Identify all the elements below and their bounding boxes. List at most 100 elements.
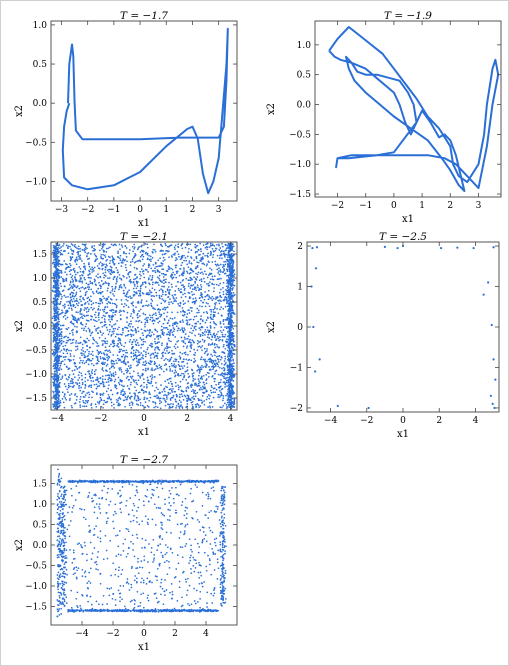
data-point (87, 391, 90, 394)
data-point (83, 340, 86, 343)
data-point (230, 359, 232, 362)
data-point (105, 401, 108, 404)
data-point (67, 391, 69, 393)
data-point (205, 382, 208, 385)
data-point (226, 291, 229, 294)
data-point (163, 390, 166, 393)
data-point (175, 400, 178, 403)
data-point (232, 292, 235, 294)
data-point (98, 281, 100, 284)
data-point (187, 341, 190, 344)
data-point (60, 337, 63, 340)
data-point (197, 261, 200, 264)
data-point (208, 366, 210, 368)
data-point (143, 381, 145, 384)
data-point (78, 401, 81, 403)
data-point (175, 404, 178, 407)
data-point (212, 250, 215, 252)
data-point (180, 288, 182, 291)
data-point (81, 248, 84, 251)
data-point (84, 268, 87, 271)
data-point (172, 327, 175, 329)
data-point (52, 391, 55, 394)
data-point (197, 339, 199, 342)
data-point (227, 395, 230, 397)
data-point (131, 326, 134, 328)
data-point (106, 306, 109, 308)
data-point (123, 305, 125, 308)
data-point (118, 348, 121, 351)
data-point (228, 404, 230, 406)
data-point (74, 306, 77, 309)
data-point (55, 259, 58, 261)
data-point (167, 391, 170, 394)
data-point (87, 359, 90, 361)
data-point (190, 310, 193, 312)
data-point (58, 320, 60, 323)
y-tick-label: −0.5 (289, 130, 311, 140)
data-point (69, 273, 72, 276)
data-point (52, 302, 55, 305)
data-point (188, 323, 191, 326)
data-point (107, 374, 110, 376)
data-point (159, 367, 161, 369)
data-point (211, 275, 214, 278)
data-point (180, 256, 183, 259)
data-point (187, 372, 189, 375)
data-point (54, 351, 56, 354)
data-point (79, 316, 82, 319)
data-point (113, 258, 116, 261)
data-point (163, 364, 166, 367)
data-point (220, 306, 223, 309)
data-point (171, 385, 174, 388)
data-point (76, 259, 79, 262)
data-point (79, 275, 81, 277)
data-point (213, 287, 215, 289)
data-point (171, 331, 174, 334)
data-point (219, 381, 222, 384)
data-point (186, 345, 189, 347)
data-point (73, 289, 75, 292)
data-point (220, 271, 222, 273)
data-point (88, 350, 90, 353)
data-point (210, 317, 213, 320)
data-point (135, 291, 138, 294)
data-point (71, 322, 73, 325)
data-point (174, 293, 177, 296)
data-point (61, 277, 64, 280)
data-point (219, 322, 222, 325)
data-point (85, 319, 88, 322)
data-point (226, 279, 228, 281)
x-tick-label: −1 (359, 201, 372, 211)
data-point (85, 359, 88, 362)
data-point (55, 319, 57, 322)
data-point (170, 403, 172, 405)
data-point (132, 346, 134, 348)
data-point (144, 369, 147, 372)
data-point (86, 348, 89, 351)
data-point (92, 302, 95, 304)
data-point (72, 298, 75, 300)
data-point (58, 390, 61, 393)
data-point (55, 400, 58, 403)
data-point (120, 277, 122, 280)
x-tick-label: 3 (216, 205, 222, 215)
data-point (156, 397, 158, 399)
data-point (135, 287, 138, 290)
data-point (126, 371, 128, 374)
data-point (179, 358, 182, 360)
data-point (54, 249, 56, 251)
data-point (64, 285, 66, 288)
data-point (154, 271, 157, 274)
data-point (106, 359, 109, 362)
data-point (150, 298, 153, 301)
data-point (142, 292, 145, 295)
data-point (117, 399, 119, 402)
data-point (56, 384, 59, 387)
data-point (55, 316, 58, 319)
data-point (74, 393, 77, 395)
data-point (231, 401, 233, 404)
data-point (83, 265, 86, 268)
data-point (69, 245, 71, 248)
data-point (115, 282, 117, 285)
